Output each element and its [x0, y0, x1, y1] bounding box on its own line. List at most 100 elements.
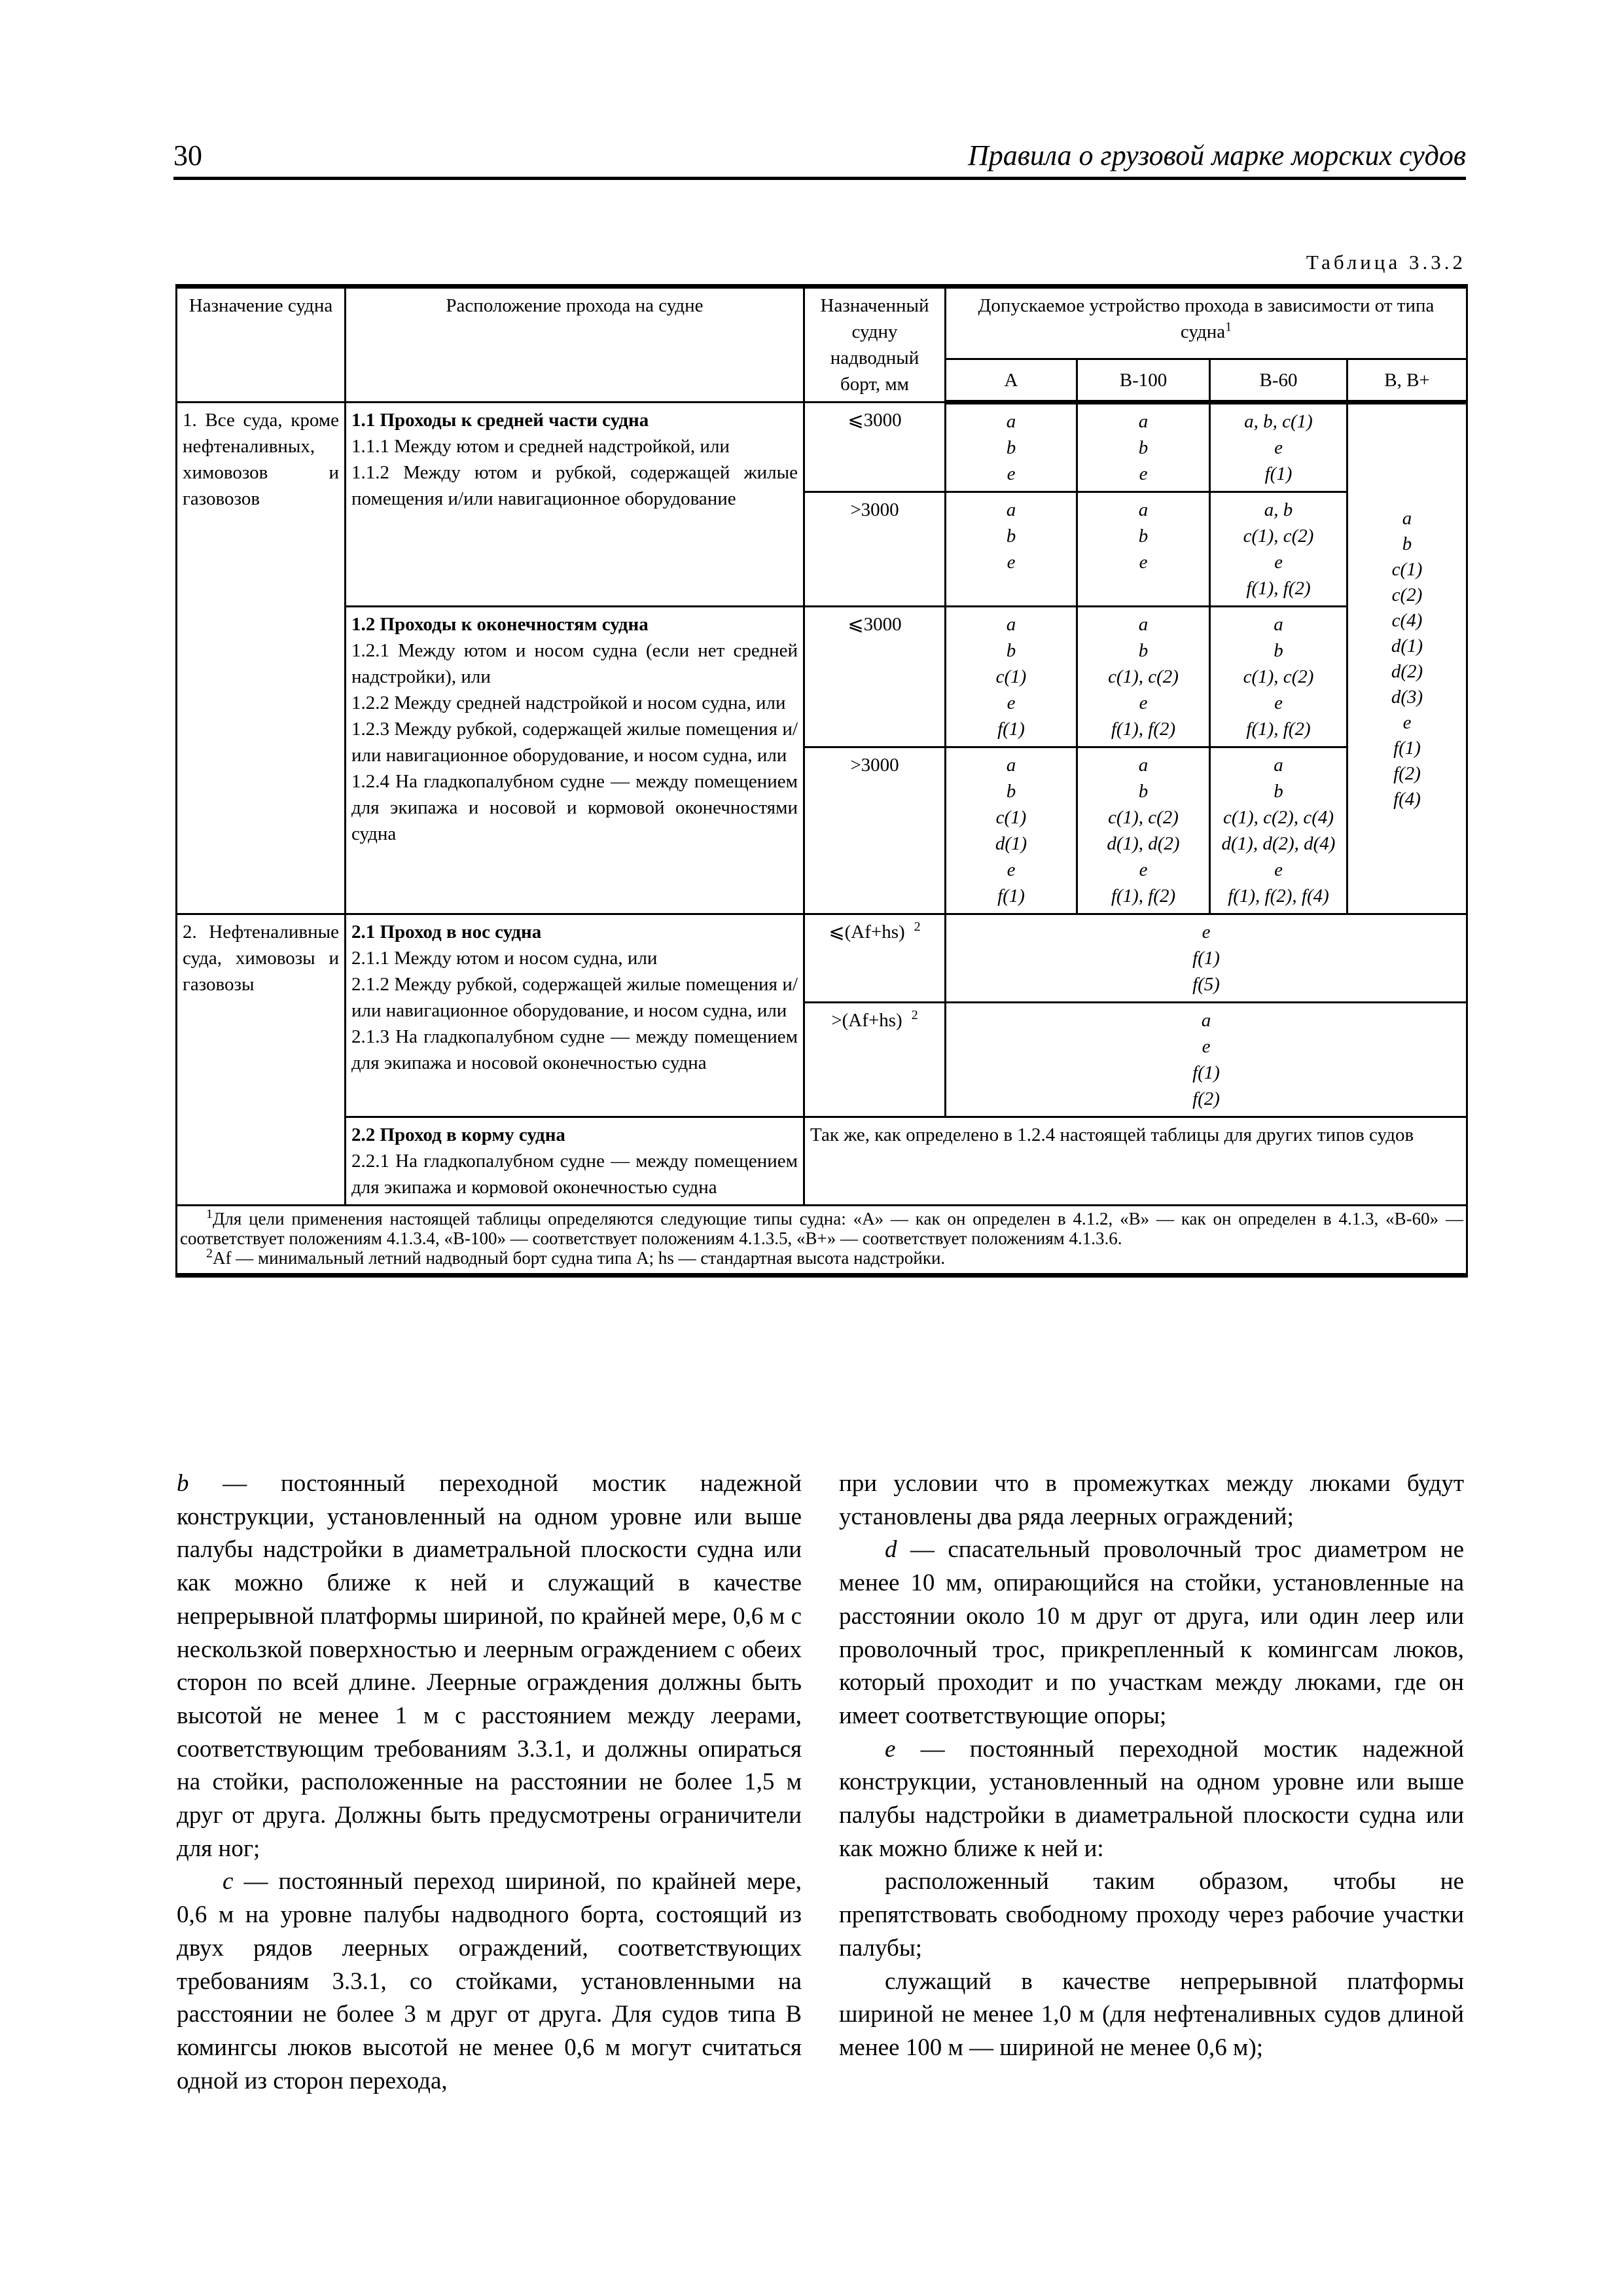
cell-line: e	[1139, 552, 1148, 573]
cell-line: 1.1.2 Между ютом и рубкой, содержащей жи…	[351, 462, 798, 509]
cell-line: e	[1274, 552, 1283, 573]
cell-line: c(1)	[1391, 558, 1423, 580]
arrangement-b60: a, b, c(1) e f(1)	[1209, 401, 1348, 493]
cell-line: 1.2.4 На гладкопалубном судне — между по…	[351, 771, 798, 844]
header-row-types: A B-100 B-60 B, B+	[177, 358, 1469, 404]
paragraph-text: — постоянный переходной мостик надежной …	[839, 1735, 1464, 1862]
cell-line: e	[1007, 692, 1016, 713]
body-paragraph: b — постоянный переходной мостик надежно…	[177, 1467, 802, 1865]
header-purpose: Назначение судна	[175, 285, 346, 403]
arrangement-a: a b c(1) d(1) e f(1)	[944, 746, 1078, 915]
cell-line: a	[1201, 1010, 1211, 1031]
cell-line: d(2)	[1391, 660, 1423, 682]
cell-line: a, b	[1264, 499, 1293, 520]
cell-line: f(1)	[997, 886, 1025, 906]
freeboard-value: ⩽(Af+hs) 2	[803, 913, 946, 1003]
cell-line: a	[1006, 614, 1016, 635]
body-paragraph: e — постоянный переходной мостик надежно…	[839, 1733, 1464, 1866]
cell-line: e	[1139, 463, 1148, 484]
cell-line: b	[1402, 533, 1412, 554]
arrangement-b100: a b c(1), c(2) e f(1), f(2)	[1076, 605, 1211, 748]
freeboard-text: ⩽3000	[847, 410, 902, 431]
header-type: B, B+	[1346, 358, 1469, 404]
cell-line: e	[1202, 1036, 1211, 1057]
cell-line: c(1), c(2)	[1108, 807, 1179, 828]
passage-location: 2.1 Проход в нос судна 2.1.1 Между ютом и…	[344, 913, 805, 1118]
freeboard-value: >3000	[803, 491, 946, 607]
header-type: A	[944, 358, 1078, 404]
cell-line: a	[1006, 755, 1016, 776]
cell-line: e	[1274, 437, 1283, 458]
footnote-ref: 2	[914, 920, 921, 935]
footnote: 1Для цели применения настоящей таблицы о…	[180, 1208, 1464, 1248]
arrangement-b-bplus: a b c(1) c(2) c(4) d(1) d(2) d(3) e f(1) f(2) f(4)	[1346, 401, 1469, 915]
cell-line: d(3)	[1391, 686, 1423, 708]
section-title: 1.1 Проходы к средней части судна	[351, 410, 649, 431]
body-paragraph: при условии что в промежутках между люка…	[839, 1467, 1464, 1534]
footnote-mark: 2	[206, 1246, 213, 1261]
cell-line: 2.1.3 На гладкопалубном судне — между по…	[351, 1026, 798, 1073]
cell-line: c(1)	[995, 807, 1027, 828]
passage-table: Назначение судна Расположение прохода на …	[175, 284, 1469, 1278]
cell-line: a	[1274, 614, 1283, 635]
item-letter: e	[885, 1735, 896, 1763]
freeboard-text: >(Af+hs)	[831, 1010, 902, 1031]
table-row: >3000 a b c(1) d(1) e f(1) a b c(1), c(2) d(1), d(…	[177, 746, 1467, 915]
same-as-note: Так же, как определено в 1.2.4 настоящей…	[802, 1116, 1469, 1206]
header-arrangement: Допускаемое устройство прохода в зависим…	[944, 285, 1469, 361]
freeboard-text: ⩽3000	[847, 614, 902, 635]
freeboard-text: >3000	[850, 499, 899, 520]
cell-line: e	[1139, 692, 1148, 713]
cell-line: c(1), c(2)	[1108, 666, 1179, 687]
ship-purpose: 1. Все суда, кроме нефтеналивных, химово…	[175, 401, 346, 915]
cell-line: a	[1274, 755, 1283, 776]
cell-line: b	[1138, 781, 1149, 802]
cell-line: f(1)	[1192, 948, 1220, 969]
arrangement-b60: a b c(1), c(2) e f(1), f(2)	[1209, 605, 1348, 748]
freeboard-value: >3000	[803, 746, 946, 915]
running-title: Правила о грузовой марке морских судов	[967, 139, 1466, 171]
cell-line: e	[1007, 552, 1016, 573]
freeboard-text: >3000	[850, 755, 899, 776]
cell-line: f(5)	[1192, 974, 1220, 995]
cell-line: e	[1139, 859, 1148, 880]
cell-line: 1.2.2 Между средней надстройкой и носом …	[351, 692, 786, 713]
arrangement-all: a e f(1) f(2)	[944, 1001, 1469, 1118]
ship-purpose: 2. Нефтеналивные суда, химовозы и газово…	[175, 913, 346, 1206]
cell-line: d(1), d(2)	[1107, 833, 1180, 854]
cell-line: f(1), f(2), f(4)	[1228, 886, 1329, 906]
cell-line: c(1), c(2)	[1243, 526, 1314, 547]
cell-line: b	[1138, 640, 1149, 661]
page-number: 30	[173, 139, 202, 171]
freeboard-value: ⩽3000	[803, 605, 946, 748]
table-row: >(Af+hs) 2 a e f(1) f(2)	[177, 1001, 1469, 1118]
cell-line: b	[1274, 781, 1283, 802]
paragraph-text: расположенный таким образом, чтобы не пр…	[839, 1868, 1464, 1962]
cell-line: a	[1138, 499, 1149, 520]
cell-line: e	[1274, 692, 1283, 713]
header-arrangement-text: Допускаемое устройство прохода в зависим…	[978, 295, 1435, 342]
cell-line: b	[1138, 437, 1149, 458]
body-paragraph: c — постоянный переход шириной, по крайн…	[177, 1865, 802, 2098]
freeboard-value: ⩽3000	[803, 401, 946, 493]
table-caption: Таблица 3.3.2	[1306, 251, 1466, 274]
cell-line: f(1), f(2)	[1111, 719, 1176, 740]
footnote-ref: 2	[911, 1008, 918, 1023]
item-letter: c	[223, 1868, 234, 1895]
footnote-ref: 1	[1225, 319, 1232, 334]
body-right-column: при условии что в промежутках между люка…	[839, 1467, 1464, 2065]
footnote: 2Af — минимальный летний надводный борт …	[180, 1246, 1463, 1268]
cell-line: a, b, c(1)	[1244, 411, 1313, 432]
cell-line: f(1), f(2)	[1111, 886, 1176, 906]
header-type: B-100	[1076, 358, 1211, 404]
cell-line: b	[1274, 640, 1283, 661]
cell-line: e	[1007, 463, 1016, 484]
passage-location: 1.1 Проходы к средней части судна 1.1.1 М…	[344, 401, 805, 607]
cell-line: 2.2.1 На гладкопалубном судне — между по…	[351, 1151, 798, 1198]
table-row: 1. Все суда, кроме нефтеналивных, химово…	[175, 401, 1469, 915]
footnote-text: Для цели применения настоящей таблицы оп…	[180, 1209, 1464, 1248]
item-letter: d	[885, 1536, 897, 1564]
cell-line: a	[1138, 614, 1149, 635]
